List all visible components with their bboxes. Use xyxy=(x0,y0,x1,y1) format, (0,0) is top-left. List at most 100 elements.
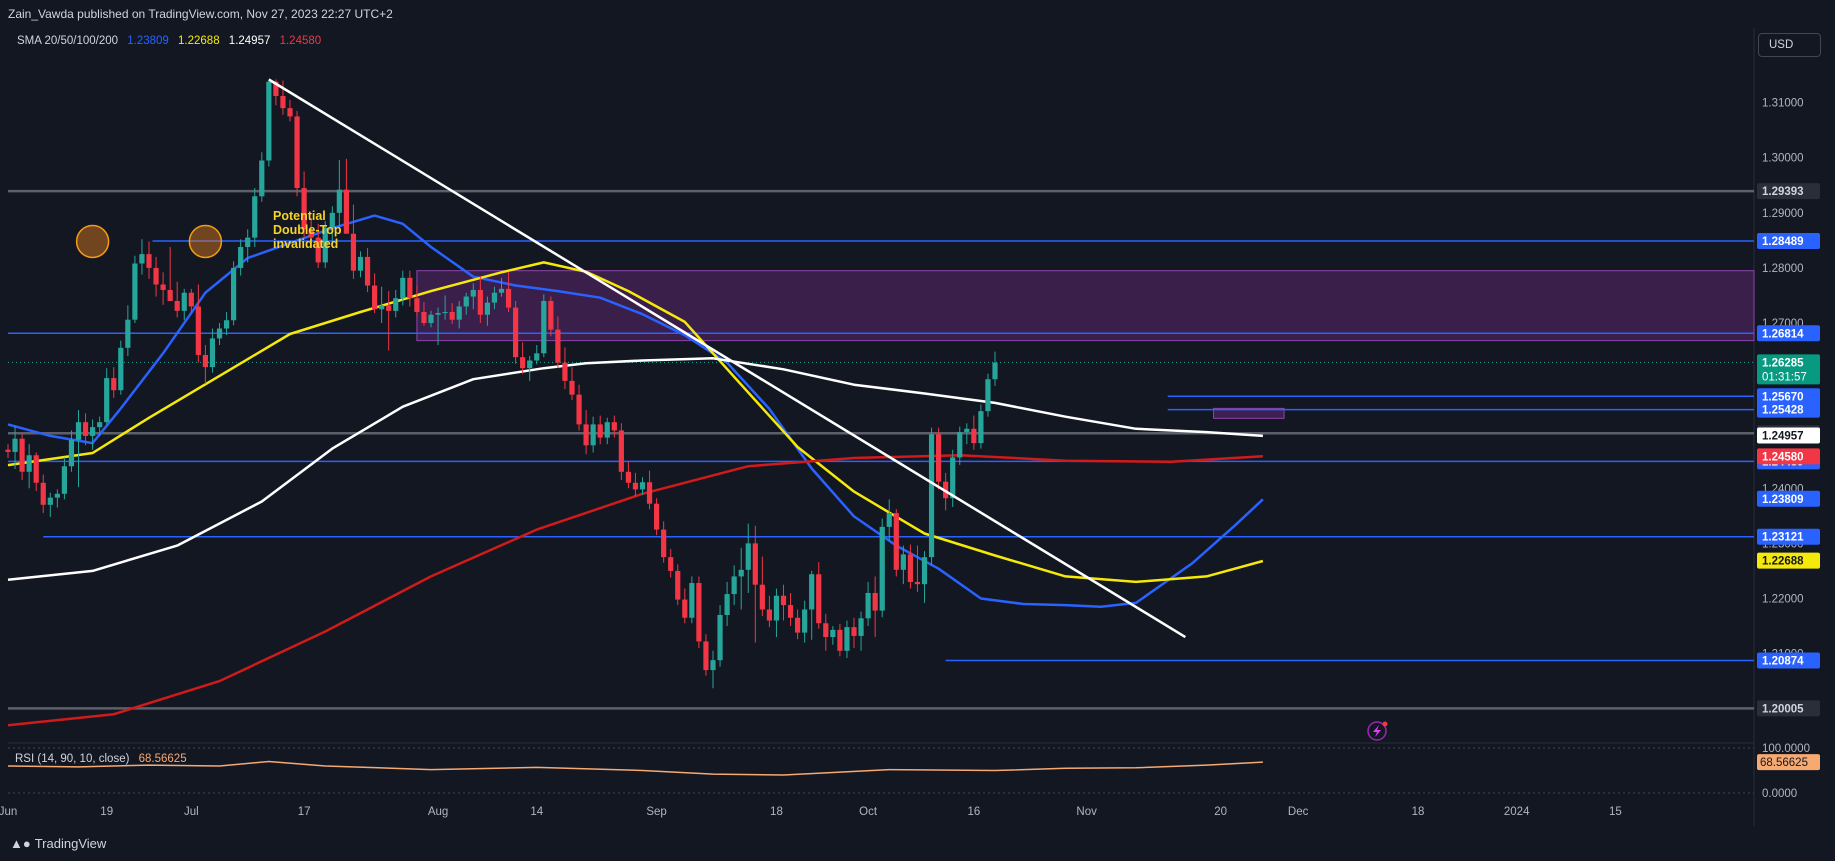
candle-body[interactable] xyxy=(569,380,575,395)
candle-body[interactable] xyxy=(816,574,822,624)
candle-body[interactable] xyxy=(597,424,603,438)
candle-body[interactable] xyxy=(90,427,96,436)
candle-body[interactable] xyxy=(252,196,258,238)
candle-body[interactable] xyxy=(350,233,357,271)
candle-body[interactable] xyxy=(950,457,956,499)
candle-body[interactable] xyxy=(75,422,82,440)
candle-body[interactable] xyxy=(541,300,547,354)
rsi-line[interactable] xyxy=(7,760,1263,776)
candle-body[interactable] xyxy=(534,353,540,361)
candle-body[interactable] xyxy=(202,354,208,368)
candle-body[interactable] xyxy=(809,574,815,610)
candle-body[interactable] xyxy=(357,256,364,271)
candle-body[interactable] xyxy=(153,267,159,285)
currency-button[interactable]: USD xyxy=(1758,33,1821,57)
candle-body[interactable] xyxy=(118,347,124,391)
candle-body[interactable] xyxy=(745,543,751,570)
candle-body[interactable] xyxy=(40,482,46,505)
candle-body[interactable] xyxy=(231,267,237,321)
candle-body[interactable] xyxy=(146,254,152,268)
candle-body[interactable] xyxy=(266,81,272,161)
candle-body[interactable] xyxy=(907,554,913,582)
candle-body[interactable] xyxy=(386,305,392,311)
candle-body[interactable] xyxy=(964,428,970,433)
candle-body[interactable] xyxy=(879,526,885,611)
rsi-legend[interactable]: RSI (14, 90, 10, close) 68.56625 xyxy=(15,753,193,765)
candle-body[interactable] xyxy=(717,614,723,661)
candle-body[interactable] xyxy=(216,328,223,339)
rsi-tag-bg[interactable] xyxy=(1757,754,1820,771)
candle-body[interactable] xyxy=(830,629,836,638)
candle-body[interactable] xyxy=(900,554,906,570)
price-tag-1.25428-bg[interactable] xyxy=(1757,401,1820,418)
price-tag-1.23809-bg[interactable] xyxy=(1757,490,1820,507)
price-tag-1.24957-bg[interactable] xyxy=(1757,427,1820,444)
candle-body[interactable] xyxy=(33,455,39,483)
candle-body[interactable] xyxy=(26,455,32,472)
candle-body[interactable] xyxy=(766,609,772,621)
candle-body[interactable] xyxy=(611,422,617,431)
candle-body[interactable] xyxy=(738,569,744,577)
candle-body[interactable] xyxy=(851,627,857,636)
sma20-line[interactable] xyxy=(7,214,1264,608)
candle-body[interactable] xyxy=(12,438,18,452)
candle-body[interactable] xyxy=(858,618,864,636)
candle-body[interactable] xyxy=(773,595,780,621)
candle-body[interactable] xyxy=(223,320,230,329)
candle-body[interactable] xyxy=(978,411,984,444)
sma100-line[interactable] xyxy=(7,357,1263,581)
candle-body[interactable] xyxy=(527,360,533,369)
candle-body[interactable] xyxy=(61,466,67,494)
candle-body[interactable] xyxy=(682,599,688,618)
candle-body[interactable] xyxy=(513,307,519,358)
price-tag-1.24580-bg[interactable] xyxy=(1757,448,1820,465)
candle-body[interactable] xyxy=(111,378,117,391)
candle-body[interactable] xyxy=(759,584,765,610)
candle-body[interactable] xyxy=(294,116,300,189)
lightning-icon[interactable] xyxy=(1367,721,1388,741)
tradingview-logo[interactable]: ▲● TradingView xyxy=(10,836,106,851)
candle-body[interactable] xyxy=(273,81,279,97)
candle-body[interactable] xyxy=(442,311,448,314)
candle-body[interactable] xyxy=(893,513,899,570)
candle-body[interactable] xyxy=(668,557,674,571)
candle-body[interactable] xyxy=(139,254,145,264)
candle-body[interactable] xyxy=(752,543,758,585)
candle-body[interactable] xyxy=(82,422,89,436)
candle-body[interactable] xyxy=(407,277,413,299)
candle-body[interactable] xyxy=(470,289,476,297)
candle-body[interactable] xyxy=(188,292,194,307)
candle-body[interactable] xyxy=(731,576,737,595)
candle-body[interactable] xyxy=(724,594,730,615)
candle-body[interactable] xyxy=(872,592,878,611)
candle-body[interactable] xyxy=(787,605,794,618)
candle-body[interactable] xyxy=(576,394,582,425)
candle-body[interactable] xyxy=(710,660,716,671)
candle-body[interactable] xyxy=(555,329,561,363)
candle-body[interactable] xyxy=(160,284,166,290)
candle-body[interactable] xyxy=(435,313,441,315)
indicator-legend[interactable]: SMA 20/50/100/200 1.23809 1.22688 1.2495… xyxy=(17,35,327,47)
candle-body[interactable] xyxy=(463,296,469,307)
candle-body[interactable] xyxy=(287,108,293,117)
candle-body[interactable] xyxy=(823,623,829,638)
level-tag-1.28489-bg[interactable] xyxy=(1757,232,1820,249)
candle-body[interactable] xyxy=(928,434,935,558)
candle-body[interactable] xyxy=(675,570,681,600)
candle-body[interactable] xyxy=(696,583,702,642)
candle-body[interactable] xyxy=(957,432,963,458)
candle-body[interactable] xyxy=(104,378,110,423)
candle-body[interactable] xyxy=(985,379,991,412)
candle-body[interactable] xyxy=(47,497,53,505)
small-zone[interactable] xyxy=(1213,407,1285,419)
candle-body[interactable] xyxy=(449,311,455,320)
candle-body[interactable] xyxy=(209,338,216,368)
candle-body[interactable] xyxy=(484,302,490,315)
candle-body[interactable] xyxy=(844,627,850,651)
candle-body[interactable] xyxy=(343,189,349,234)
sma50-line[interactable] xyxy=(7,261,1264,584)
candle-body[interactable] xyxy=(19,438,25,472)
candle-body[interactable] xyxy=(703,641,709,671)
candle-body[interactable] xyxy=(498,288,505,293)
